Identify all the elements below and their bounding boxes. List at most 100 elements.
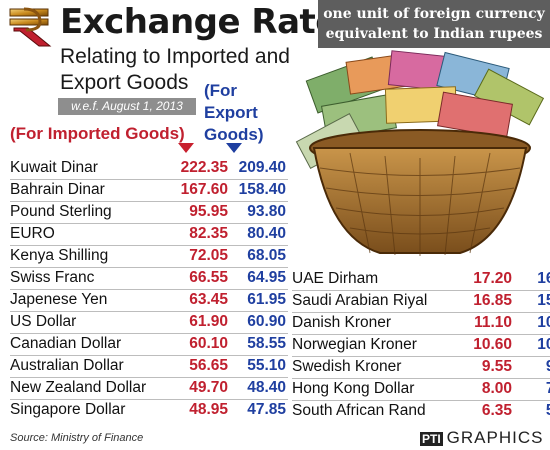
export-rate: 47.85 xyxy=(247,401,286,418)
table-row: Hong Kong Dollar 8.00 7.85 xyxy=(292,378,550,401)
row-divider xyxy=(10,355,288,356)
export-rate: 158.40 xyxy=(238,181,286,198)
table-row: Danish Kroner 11.10 10.75 xyxy=(292,312,550,335)
currency-name: Saudi Arabian Riyal xyxy=(292,292,428,309)
imported-rate: 6.35 xyxy=(481,402,512,419)
currency-name: South African Rand xyxy=(292,402,426,419)
export-rate: 60.90 xyxy=(247,313,286,330)
currency-name: Australian Dollar xyxy=(10,357,124,374)
money-basket-illustration xyxy=(295,50,545,256)
export-rate: 48.40 xyxy=(247,379,286,396)
table-row: South African Rand 6.35 5.95 xyxy=(292,400,550,422)
imported-rate: 49.70 xyxy=(189,379,228,396)
export-rate: 80.40 xyxy=(247,225,286,242)
units-banner: one unit of foreign currency equivalent … xyxy=(318,0,550,48)
export-rate: 15.90 xyxy=(537,292,550,309)
table-row: US Dollar 61.90 60.90 xyxy=(10,311,290,334)
row-divider xyxy=(292,378,550,379)
imported-rate: 11.10 xyxy=(474,314,512,331)
table-row: Australian Dollar 56.65 55.10 xyxy=(10,355,290,378)
currency-name: Swiss Franc xyxy=(10,269,95,286)
currency-name: New Zealand Dollar xyxy=(10,379,147,396)
imported-rate: 16.85 xyxy=(473,292,512,309)
table-row: Saudi Arabian Riyal 16.85 15.90 xyxy=(292,290,550,313)
imported-rate: 95.95 xyxy=(189,203,228,220)
currency-name: Norwegian Kroner xyxy=(292,336,417,353)
pti-logo: PTI xyxy=(420,432,443,446)
imported-rate: 61.90 xyxy=(189,313,228,330)
table-row: EURO 82.35 80.40 xyxy=(10,223,290,246)
row-divider xyxy=(10,267,288,268)
export-rate: 9.25 xyxy=(514,356,550,378)
currency-name: Singapore Dollar xyxy=(10,401,126,418)
table-row: Swedish Kroner 9.55 9.25 xyxy=(292,356,550,379)
currency-name: Pound Sterling xyxy=(10,203,112,220)
imported-rate: 72.05 xyxy=(189,247,228,264)
currency-name: Canadian Dollar xyxy=(10,335,122,352)
imported-rate: 10.60 xyxy=(473,336,512,353)
imported-rate: 66.55 xyxy=(189,269,228,286)
row-divider xyxy=(10,245,288,246)
row-divider xyxy=(292,312,550,313)
row-divider xyxy=(10,333,288,334)
table-row: Canadian Dollar 60.10 58.55 xyxy=(10,333,290,356)
row-divider xyxy=(10,201,288,202)
imported-rate: 8.00 xyxy=(481,380,512,397)
row-divider xyxy=(292,334,550,335)
imported-column-header: (For Imported Goods) xyxy=(10,124,185,143)
currency-name: Danish Kroner xyxy=(292,314,392,331)
export-rate: 64.95 xyxy=(247,269,286,286)
currency-name: Japenese Yen xyxy=(10,291,108,308)
table-row: Swiss Franc 66.55 64.95 xyxy=(10,267,290,290)
currency-name: Bahrain Dinar xyxy=(10,181,105,198)
export-rate: 7.85 xyxy=(514,378,550,400)
effective-date-badge: w.e.f. August 1, 2013 xyxy=(58,98,196,115)
table-row: Bahrain Dinar 167.60 158.40 xyxy=(10,179,290,202)
currency-name: Kuwait Dinar xyxy=(10,159,98,176)
imported-rate: 60.10 xyxy=(189,335,228,352)
source-note: Source: Ministry of Finance xyxy=(10,432,144,444)
row-divider xyxy=(10,399,288,400)
export-rate: 5.95 xyxy=(514,400,550,422)
pti-graphics-credit: PTI GRAPHICS xyxy=(420,428,543,448)
imported-rate: 56.65 xyxy=(189,357,228,374)
rupee-symbol-icon xyxy=(9,7,52,47)
imported-rate: 63.45 xyxy=(189,291,228,308)
export-rate: 58.55 xyxy=(247,335,286,352)
imported-rate: 48.95 xyxy=(189,401,228,418)
row-divider xyxy=(292,290,550,291)
imported-rate: 167.60 xyxy=(180,181,228,198)
banner-line-2: equivalent to Indian rupees xyxy=(325,26,543,42)
export-rate: 68.05 xyxy=(247,247,286,264)
export-rate: 10.25 xyxy=(537,336,550,353)
currency-name: EURO xyxy=(10,225,55,242)
imported-rate: 9.55 xyxy=(481,358,512,375)
table-row: Norwegian Kroner 10.60 10.25 xyxy=(292,334,550,357)
export-rate: 16.25 xyxy=(537,270,550,287)
page-title: Exchange Rates xyxy=(60,2,358,42)
credit-text: GRAPHICS xyxy=(446,428,544,447)
table-row: Japenese Yen 63.45 61.95 xyxy=(10,289,290,312)
row-divider xyxy=(10,289,288,290)
export-rate: 61.95 xyxy=(247,291,286,308)
export-rate: 10.75 xyxy=(537,314,550,331)
currency-name: Hong Kong Dollar xyxy=(292,380,415,397)
row-divider xyxy=(292,356,550,357)
table-row: Singapore Dollar 48.95 47.85 xyxy=(10,399,290,421)
row-divider xyxy=(10,311,288,312)
table-row: Kuwait Dinar 222.35 209.40 xyxy=(10,157,290,180)
row-divider xyxy=(10,377,288,378)
imported-rate: 82.35 xyxy=(189,225,228,242)
row-divider xyxy=(10,223,288,224)
table-row: New Zealand Dollar 49.70 48.40 xyxy=(10,377,290,400)
table-row: Pound Sterling 95.95 93.80 xyxy=(10,201,290,224)
currency-name: Swedish Kroner xyxy=(292,358,402,375)
page-subtitle: Relating to Imported and Export Goods xyxy=(60,45,290,94)
currency-name: UAE Dirham xyxy=(292,270,379,287)
table-row: Kenya Shilling 72.05 68.05 xyxy=(10,245,290,268)
export-arrow-icon xyxy=(226,143,242,153)
row-divider xyxy=(292,400,550,401)
export-rate: 93.80 xyxy=(247,203,286,220)
imported-rate: 222.35 xyxy=(180,159,228,176)
export-rate: 55.10 xyxy=(247,357,286,374)
